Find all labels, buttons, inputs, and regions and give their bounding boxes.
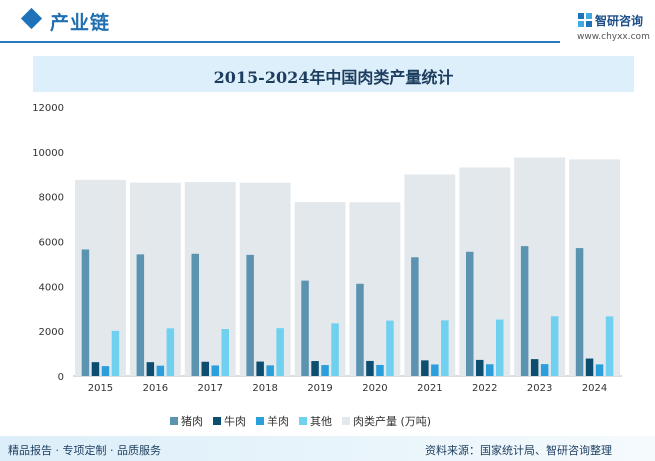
legend-item: 肉类产量 (万吨): [342, 413, 431, 429]
bar-series3-2023: [540, 364, 549, 376]
bar-series3-2017: [211, 365, 219, 376]
y-tick-label: 10000: [32, 148, 64, 159]
bar-series3-2021: [431, 364, 439, 376]
bar-series2-2015: [91, 362, 100, 376]
bar-series1-2022: [466, 251, 474, 376]
bar-series3-2022: [486, 364, 494, 376]
y-tick-label: 0: [58, 372, 64, 383]
y-tick-label: 6000: [39, 238, 64, 249]
footer: 精品报告 · 专项定制 · 品质服务 资料来源：国家统计局、智研咨询整理: [0, 436, 655, 461]
brand-logo: 智研咨询: [578, 12, 650, 28]
bar-series4-2022: [496, 319, 504, 376]
x-tick-label: 2024: [582, 383, 607, 394]
x-tick-label: 2022: [472, 383, 497, 394]
bar-series3-2019: [321, 365, 329, 376]
bar-series4-2019: [331, 323, 339, 376]
legend-label: 肉类产量 (万吨): [353, 415, 432, 428]
diamond-icon: [20, 7, 43, 30]
logo-url: www.chyxx.com: [577, 32, 650, 42]
bar-series2-2023: [530, 359, 539, 376]
x-tick-label: 2020: [362, 383, 387, 394]
meat-production-chart: 0 2000 4000 6000 8000 10000 12000 2015 2016 2017 2…: [32, 103, 622, 394]
bar-series4-2024: [605, 316, 614, 376]
x-tick-label: 2017: [198, 383, 223, 394]
bar-series1-2023: [520, 246, 529, 376]
bar-series2-2020: [366, 360, 374, 376]
header-divider: [0, 41, 560, 43]
x-tick-label: 2021: [417, 383, 442, 394]
y-tick-label: 8000: [39, 193, 64, 204]
bar-series2-2018: [256, 361, 264, 376]
legend-swatch: [299, 417, 307, 425]
bar-series3-2018: [266, 365, 274, 376]
x-tick-label: 2023: [527, 383, 552, 394]
legend-item: 猪肉: [170, 413, 203, 429]
bar-series2-2016: [146, 362, 155, 376]
bar-series1-2021: [411, 257, 419, 376]
data-source: 资料来源：国家统计局、智研咨询整理: [425, 444, 612, 457]
legend-label: 牛肉: [224, 415, 246, 428]
legend-swatch: [256, 417, 264, 425]
y-tick-label: 12000: [32, 103, 64, 114]
legend-label: 猪肉: [181, 415, 203, 428]
footer-slogan: 精品报告 · 专项定制 · 品质服务: [8, 444, 161, 457]
legend-item: 羊肉: [256, 413, 289, 429]
y-tick-label: 4000: [39, 282, 64, 293]
bar-series4-2021: [441, 320, 449, 376]
bar-series1-2019: [301, 280, 309, 376]
bar-series1-2015: [81, 249, 90, 376]
chart-legend: 猪肉 牛肉 羊肉 其他 肉类产量 (万吨): [170, 410, 441, 428]
x-tick-label: 2016: [143, 383, 168, 394]
bar-series4-2017: [221, 329, 229, 376]
bar-series2-2017: [201, 361, 209, 376]
bar-series1-2017: [191, 253, 199, 376]
bar-series2-2022: [476, 359, 484, 376]
bar-series3-2015: [101, 366, 110, 376]
chart-title: 2015-2024年中国肉类产量统计: [213, 68, 454, 87]
legend-swatch: [213, 417, 221, 425]
legend-item: 牛肉: [213, 413, 246, 429]
header: 产业链 智研咨询 www.chyxx.com: [0, 0, 655, 44]
x-tick-label: 2018: [252, 383, 277, 394]
legend-item: 其他: [299, 413, 332, 429]
legend-swatch: [170, 417, 178, 425]
bar-series3-2024: [595, 364, 604, 376]
bar-series4-2018: [276, 328, 284, 376]
bar-series1-2016: [136, 254, 145, 376]
bar-series1-2024: [575, 248, 584, 376]
legend-label: 其他: [310, 415, 332, 428]
section-title: 产业链: [50, 12, 111, 34]
bar-series1-2020: [356, 283, 364, 376]
bar-series2-2021: [421, 360, 429, 376]
bar-series4-2016: [166, 328, 175, 376]
bar-series4-2015: [111, 330, 120, 376]
bar-series2-2024: [585, 358, 594, 376]
legend-label: 羊肉: [267, 415, 289, 428]
bar-series3-2016: [156, 365, 165, 376]
bar-series4-2020: [386, 320, 394, 376]
logo-icon: [578, 13, 592, 27]
legend-swatch: [342, 417, 350, 425]
bar-series4-2023: [550, 316, 559, 376]
chart-title-band: 2015-2024年中国肉类产量统计: [33, 56, 634, 92]
bar-series1-2018: [246, 254, 254, 376]
bar-series2-2019: [311, 361, 319, 376]
y-tick-label: 2000: [39, 327, 64, 338]
x-tick-label: 2015: [88, 383, 113, 394]
x-tick-label: 2019: [307, 383, 332, 394]
bar-series3-2020: [376, 364, 384, 376]
logo-text: 智研咨询: [595, 14, 644, 28]
